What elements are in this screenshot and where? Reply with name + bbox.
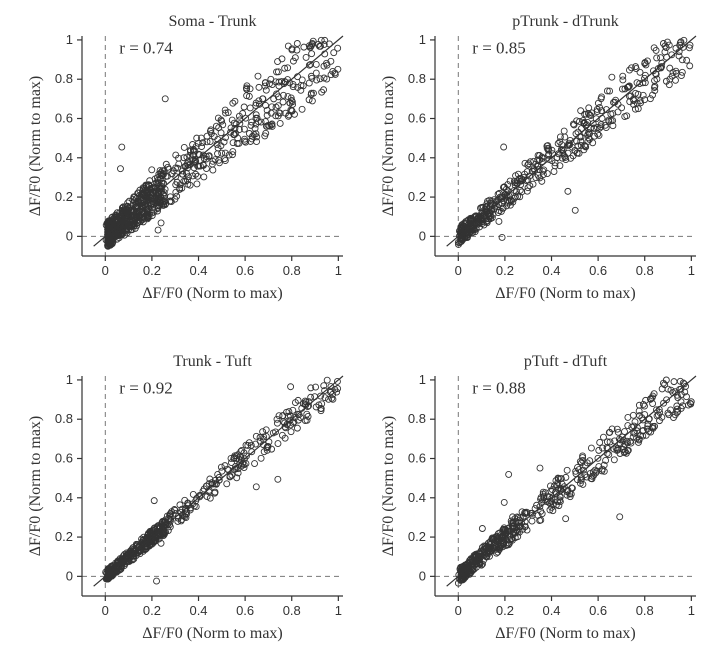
y-tick-label: 0.4	[408, 490, 426, 505]
y-tick-label: 0.8	[408, 411, 426, 426]
x-tick-label: 0.4	[189, 603, 207, 618]
x-tick-label: 0.2	[143, 603, 161, 618]
y-tick-label: 1	[66, 32, 73, 47]
scatter-panel-ptuft-dtuft: 0 0 0.2 0.2 0.4 0.4 0.6 0.6 0.8 0.8 1 1 ΔF/F0 (Norm …	[373, 348, 708, 648]
x-axis-label: ΔF/F0 (Norm to max)	[142, 285, 283, 302]
correlation-label: r = 0.74	[119, 39, 173, 58]
y-tick-label: 0.6	[55, 451, 73, 466]
y-tick-label: 1	[66, 372, 73, 387]
x-tick-label: 0.4	[189, 263, 207, 278]
x-tick-label: 0	[455, 263, 462, 278]
x-tick-label: 0.8	[283, 263, 301, 278]
x-axis-label: ΔF/F0 (Norm to max)	[495, 625, 636, 642]
y-tick-label: 0.8	[408, 71, 426, 86]
panel-title: pTrunk - dTrunk	[512, 13, 618, 30]
x-tick-label: 1	[688, 263, 695, 278]
x-tick-label: 0.2	[496, 603, 514, 618]
fit-line	[94, 36, 343, 246]
panel-title: Soma - Trunk	[168, 13, 256, 30]
y-tick-label: 0	[66, 228, 73, 243]
y-tick-label: 0.6	[408, 111, 426, 126]
y-tick-label: 1	[419, 32, 426, 47]
scatter-panel-ptrunk-dtrunk: 0 0 0.2 0.2 0.4 0.4 0.6 0.6 0.8 0.8 1 1 ΔF/F0 (Norm …	[373, 8, 708, 308]
x-tick-label: 0.6	[589, 603, 607, 618]
y-tick-label: 0.2	[408, 189, 426, 204]
y-tick-label: 0	[66, 568, 73, 583]
correlation-label: r = 0.92	[119, 379, 172, 398]
y-tick-label: 0.8	[55, 71, 73, 86]
correlation-label: r = 0.88	[472, 379, 526, 398]
x-tick-label: 0.4	[542, 263, 560, 278]
fit-line	[94, 376, 343, 586]
panel-title: pTuft - dTuft	[524, 353, 608, 370]
x-tick-label: 0	[455, 603, 462, 618]
x-tick-label: 0.8	[283, 603, 301, 618]
y-tick-label: 0.2	[55, 189, 73, 204]
y-axis-label: ΔF/F0 (Norm to max)	[27, 76, 44, 217]
x-tick-label: 1	[335, 603, 342, 618]
x-tick-label: 0.2	[496, 263, 514, 278]
y-tick-label: 1	[419, 372, 426, 387]
x-tick-label: 0.8	[636, 603, 654, 618]
y-axis-label: ΔF/F0 (Norm to max)	[27, 416, 44, 557]
y-tick-label: 0	[419, 568, 426, 583]
fit-line	[447, 36, 696, 246]
x-tick-label: 0.6	[589, 263, 607, 278]
y-tick-label: 0.2	[408, 529, 426, 544]
y-tick-label: 0.8	[55, 411, 73, 426]
y-tick-label: 0.6	[408, 451, 426, 466]
x-tick-label: 1	[688, 603, 695, 618]
figure-stage: 0 0 0.2 0.2 0.4 0.4 0.6 0.6 0.8 0.8 1 1 ΔF/F0 (Norm …	[0, 0, 723, 665]
x-tick-label: 0.4	[542, 603, 560, 618]
x-axis-label: ΔF/F0 (Norm to max)	[495, 285, 636, 302]
scatter-points	[103, 37, 341, 249]
y-tick-label: 0.4	[55, 150, 73, 165]
scatter-panel-soma-trunk: 0 0 0.2 0.2 0.4 0.4 0.6 0.6 0.8 0.8 1 1 ΔF/F0 (Norm …	[20, 8, 355, 308]
x-tick-label: 0.6	[236, 263, 254, 278]
correlation-label: r = 0.85	[472, 39, 526, 58]
fit-line	[447, 376, 696, 586]
x-axis-label: ΔF/F0 (Norm to max)	[142, 625, 283, 642]
y-tick-label: 0.4	[408, 150, 426, 165]
x-tick-label: 0	[102, 263, 109, 278]
x-tick-label: 0	[102, 603, 109, 618]
panel-title: Trunk - Tuft	[173, 353, 252, 370]
y-tick-label: 0.6	[55, 111, 73, 126]
y-tick-label: 0.2	[55, 529, 73, 544]
y-axis-label: ΔF/F0 (Norm to max)	[380, 416, 397, 557]
x-tick-label: 1	[335, 263, 342, 278]
y-axis-label: ΔF/F0 (Norm to max)	[380, 76, 397, 217]
x-tick-label: 0.8	[636, 263, 654, 278]
y-tick-label: 0	[419, 228, 426, 243]
scatter-panel-trunk-tuft: 0 0 0.2 0.2 0.4 0.4 0.6 0.6 0.8 0.8 1 1 ΔF/F0 (Norm …	[20, 348, 355, 648]
y-tick-label: 0.4	[55, 490, 73, 505]
x-tick-label: 0.6	[236, 603, 254, 618]
x-tick-label: 0.2	[143, 263, 161, 278]
